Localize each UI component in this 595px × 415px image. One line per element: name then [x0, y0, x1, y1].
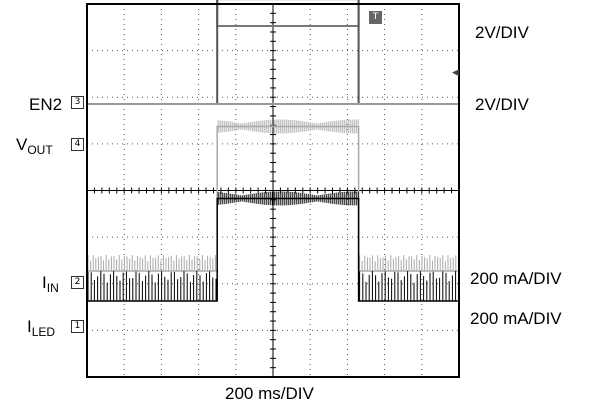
trace-ch-top [216, 0, 360, 27]
channel-label-iin: IIN [42, 274, 59, 297]
channel-label-iled: ILED [27, 318, 55, 341]
trace-iin-pwm-ripple [87, 119, 457, 271]
channel-marker-3: 3 [71, 96, 84, 109]
channel-name: I [42, 273, 47, 292]
channel-subscript: LED [31, 325, 56, 339]
channel-marker-2: 2 [71, 276, 84, 289]
top-channel-scale: 2V/DIV [475, 23, 529, 42]
trigger-arrow-icon: ◀ [452, 68, 459, 78]
channel-label-vout: VOUT [16, 136, 53, 159]
channel-marker-1: 1 [71, 320, 84, 333]
channel-name: V [16, 135, 28, 154]
channel-label-en2: EN2 [29, 96, 62, 113]
iin-scale: 200 mA/DIV [470, 269, 562, 288]
timebase-label: 200 ms/DIV [225, 384, 314, 403]
channel-name: I [27, 317, 32, 336]
channel-subscript: OUT [27, 143, 53, 157]
waveform-traces [87, 0, 459, 302]
channel-marker-4: 4 [71, 138, 84, 151]
channel-subscript: IN [46, 281, 59, 295]
iled-scale: 200 mA/DIV [470, 309, 562, 328]
trace-iled-pwm-ripple [87, 191, 457, 301]
graticule [86, 3, 460, 378]
en2-scale: 2V/DIV [475, 95, 529, 114]
screen-border [86, 3, 460, 378]
trigger-marker: T [369, 11, 382, 24]
channel-name: EN2 [29, 95, 63, 114]
